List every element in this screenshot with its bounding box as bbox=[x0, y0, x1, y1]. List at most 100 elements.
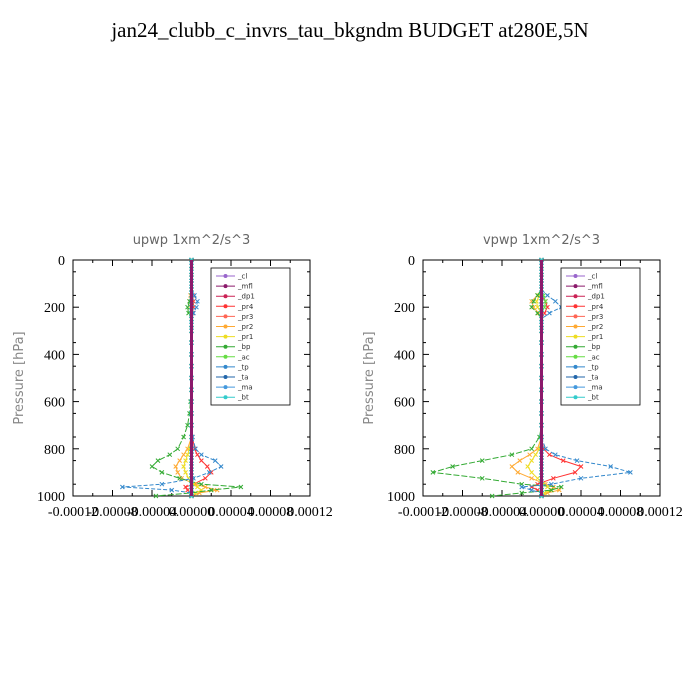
data-point bbox=[177, 458, 183, 463]
y-tick-label: 600 bbox=[44, 396, 65, 411]
x-tick-label: 0.00008 bbox=[598, 505, 644, 520]
data-point bbox=[120, 484, 125, 490]
legend-label: _cl bbox=[237, 273, 247, 281]
series-pr4 bbox=[183, 257, 214, 499]
data-point bbox=[195, 484, 200, 490]
y-tick-label: 0 bbox=[408, 254, 415, 269]
data-point bbox=[552, 452, 558, 458]
data-point bbox=[208, 487, 214, 493]
legend-label: _bt bbox=[587, 394, 599, 402]
data-point bbox=[175, 446, 181, 452]
legend-marker bbox=[223, 375, 228, 379]
data-point bbox=[550, 475, 556, 481]
data-point bbox=[173, 464, 179, 469]
legend-label: _pr1 bbox=[237, 333, 253, 341]
data-point bbox=[547, 310, 552, 316]
legend-marker bbox=[573, 314, 578, 319]
legend-label: _ac bbox=[237, 353, 250, 361]
x-tick-label: 0.00004 bbox=[558, 505, 604, 520]
data-point bbox=[489, 493, 495, 499]
data-point bbox=[479, 475, 485, 481]
legend-marker bbox=[573, 324, 578, 329]
data-point bbox=[199, 481, 204, 487]
data-point bbox=[509, 452, 515, 458]
legend-label: _bp bbox=[587, 343, 601, 351]
y-tick-label: 1000 bbox=[387, 490, 415, 505]
legend-marker bbox=[223, 364, 228, 369]
data-point bbox=[181, 434, 186, 440]
data-point bbox=[177, 475, 183, 481]
legend-marker bbox=[573, 274, 578, 278]
data-point bbox=[204, 464, 210, 469]
data-point bbox=[552, 298, 558, 304]
legend-label: _mfl bbox=[237, 283, 253, 291]
data-point bbox=[450, 464, 455, 469]
legend-marker bbox=[223, 314, 228, 319]
data-point bbox=[549, 487, 554, 493]
data-point bbox=[238, 484, 244, 490]
legend-marker bbox=[573, 395, 578, 400]
data-point bbox=[529, 458, 534, 463]
data-point bbox=[535, 293, 540, 298]
data-point bbox=[574, 458, 580, 463]
legend-label: _ma bbox=[587, 384, 603, 392]
legend-label: _ma bbox=[237, 384, 253, 392]
legend-label: _pr1 bbox=[587, 333, 603, 341]
legend-label: _dp1 bbox=[237, 293, 255, 301]
panel-title: vpwp 1xm^2/s^3 bbox=[483, 233, 600, 248]
x-tick-label: -0.00012 bbox=[398, 505, 448, 520]
legend-label: _ac bbox=[587, 353, 600, 361]
data-point bbox=[199, 452, 204, 458]
data-point bbox=[183, 470, 188, 475]
data-point bbox=[525, 464, 531, 469]
legend: _cl _mfl _dp1 _pr4 _pr3 _pr2 _pr1 _bp _ac _tp _ta _… bbox=[210, 267, 291, 406]
legend-marker bbox=[573, 304, 578, 309]
data-point bbox=[185, 304, 190, 310]
legend-label: _pr3 bbox=[237, 313, 253, 321]
data-point bbox=[628, 470, 633, 475]
legend-label: _bt bbox=[237, 394, 249, 402]
data-point bbox=[578, 475, 584, 481]
data-point bbox=[202, 484, 208, 490]
data-point bbox=[430, 470, 436, 475]
data-point bbox=[194, 304, 199, 310]
panel-title: upwp 1xm^2/s^3 bbox=[133, 233, 251, 248]
legend-label: _bp bbox=[237, 343, 251, 351]
legend-marker bbox=[573, 344, 578, 349]
x-tick-label: 0.00012 bbox=[637, 505, 683, 520]
data-point bbox=[550, 484, 556, 490]
data-point bbox=[527, 452, 533, 458]
data-point bbox=[181, 464, 186, 469]
chart-panel-2: vpwp 1xm^2/s^3 Pressure [hPa] 0 200 400 600 80… bbox=[362, 233, 683, 520]
data-point bbox=[479, 458, 485, 463]
series-line bbox=[122, 260, 222, 496]
legend-marker bbox=[573, 375, 578, 379]
data-point bbox=[578, 464, 584, 469]
data-point bbox=[549, 481, 554, 487]
data-point bbox=[529, 304, 534, 310]
x-tick-label: -0.00012 bbox=[48, 505, 98, 520]
legend-label: _pr2 bbox=[587, 323, 603, 331]
data-point bbox=[535, 310, 540, 316]
legend-label: _pr4 bbox=[237, 303, 254, 311]
data-point bbox=[175, 470, 181, 475]
legend-label: _tp bbox=[587, 363, 599, 371]
data-point bbox=[199, 458, 204, 463]
data-point bbox=[149, 464, 155, 469]
legend-label: _pr4 bbox=[587, 303, 604, 311]
legend-marker bbox=[223, 304, 228, 309]
data-point bbox=[214, 487, 220, 493]
data-point bbox=[193, 446, 198, 452]
y-tick-label: 0 bbox=[58, 254, 65, 269]
legend-label: _pr2 bbox=[237, 323, 253, 331]
legend-marker bbox=[573, 354, 578, 359]
y-tick-label: 200 bbox=[394, 301, 415, 316]
data-point bbox=[535, 475, 540, 481]
data-point bbox=[509, 464, 515, 469]
data-point bbox=[193, 490, 198, 496]
x-tick-label: 0.00000 bbox=[169, 505, 215, 520]
x-tick-label: 0.00000 bbox=[519, 505, 565, 520]
data-point bbox=[181, 452, 186, 458]
data-point bbox=[529, 475, 534, 481]
